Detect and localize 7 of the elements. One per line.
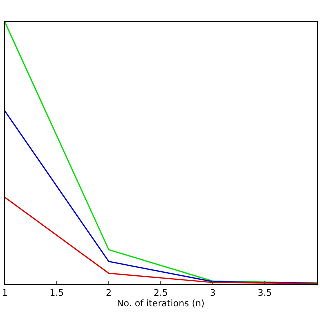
- x-tick-label: 1: [2, 288, 8, 299]
- x-tick-label: 3.5: [258, 288, 272, 299]
- x-tick-label: 3: [210, 288, 216, 299]
- x-tick-label: 2.5: [154, 288, 168, 299]
- x-tick-label: 2: [106, 288, 112, 299]
- x-axis-title: No. of iterations (n): [117, 300, 205, 310]
- x-tick-label: 1.5: [50, 288, 64, 299]
